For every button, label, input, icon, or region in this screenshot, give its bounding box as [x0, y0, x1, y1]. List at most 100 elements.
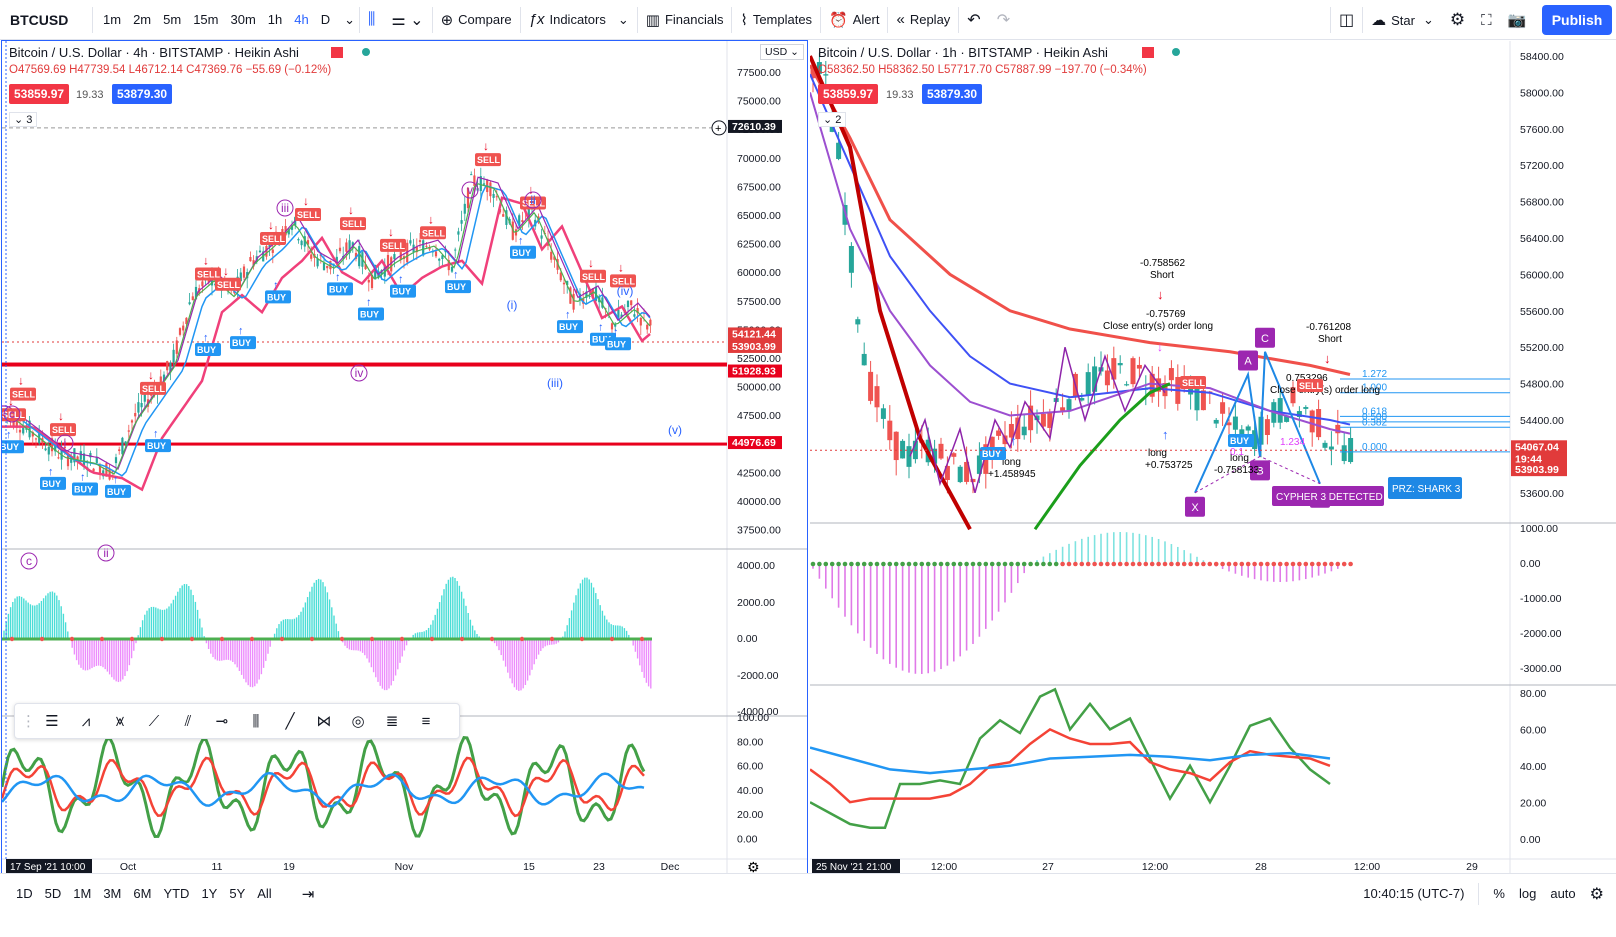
undo-button[interactable]: ↶ — [967, 11, 981, 29]
candle-body — [880, 408, 886, 419]
left-ask-badge[interactable]: 53879.30 — [112, 84, 173, 104]
range-5y[interactable]: 5Y — [229, 886, 246, 901]
candle-body — [989, 436, 995, 455]
wave-label: iii — [281, 201, 289, 215]
publish-button[interactable]: Publish — [1542, 5, 1612, 35]
candle-body — [964, 461, 970, 482]
macd-signal-dot — [1239, 561, 1245, 567]
right-indicators-toggle[interactable]: ⌄ 2 — [818, 112, 847, 127]
interval-D[interactable]: D — [320, 12, 331, 27]
interval-2m[interactable]: 2m — [133, 12, 152, 27]
range-ytd[interactable]: YTD — [163, 886, 190, 901]
horizontal-lines-tool-icon[interactable]: ☰ — [45, 713, 59, 730]
bars-pattern-tool-icon[interactable]: ⫼ — [252, 712, 260, 730]
candle-body — [108, 468, 111, 480]
up-arrow-icon: ↑ — [1010, 433, 1017, 448]
up-arrow-icon: ↑ — [238, 325, 244, 337]
templates-icon: ⌇ — [740, 11, 748, 29]
scale-settings-icon[interactable]: ⚙ — [1589, 885, 1604, 903]
symbol-search[interactable]: BTCUSD — [10, 11, 69, 28]
alert-button[interactable]: ⏰ Alert — [829, 11, 880, 29]
range-all[interactable]: All — [257, 886, 272, 901]
range-1y[interactable]: 1Y — [201, 886, 218, 901]
settings-gear-icon[interactable]: ⚙ — [1449, 10, 1466, 29]
layout-icon[interactable]: ◫ — [1339, 12, 1355, 29]
wave-count-tool-icon[interactable]: ⩙ — [115, 712, 125, 730]
interval-4h[interactable]: 4h — [294, 12, 309, 27]
fullscreen-icon[interactable]: ⛶ — [1481, 11, 1492, 29]
right-bid-badge[interactable]: 53859.97 — [818, 84, 879, 104]
xabcd-pattern-tool-icon[interactable]: ⋈ — [316, 713, 332, 730]
candle-body — [140, 403, 143, 408]
layout-save-button[interactable]: ☁ Star ⌄ — [1371, 12, 1434, 29]
left-indicators-toggle[interactable]: ⌄ 3 — [9, 112, 38, 127]
trade-value: -0.758562 — [1140, 258, 1185, 269]
camera-icon[interactable]: 📷 — [1507, 12, 1527, 29]
left-chart-canvas[interactable]: 77500.0075000.0072500.0070000.0067500.00… — [2, 41, 807, 873]
right-chart-canvas[interactable]: 58400.00 58000.00 57600.00 57200.00 56800.00… — [810, 41, 1616, 873]
buy-signal — [358, 307, 384, 321]
macd-signal-dot — [1284, 561, 1289, 567]
range-1d[interactable]: 1D — [16, 886, 33, 901]
macd-signal-dot — [989, 561, 995, 567]
parallel-channel-tool-icon[interactable]: ⫽ — [184, 712, 192, 730]
clock-display[interactable]: 10:40:15 (UTC-7) — [1363, 886, 1465, 901]
templates-button[interactable]: ⌇ Templates — [740, 11, 813, 29]
candle-body — [1124, 384, 1130, 386]
candle-body — [290, 225, 294, 230]
candle-body — [191, 296, 194, 301]
macd-signal-dot — [1271, 561, 1277, 567]
horizontal-ray-tool-icon[interactable]: ⊸ — [215, 713, 229, 730]
up-arrow-icon: ↑ — [1162, 427, 1169, 442]
range-6m[interactable]: 6M — [133, 886, 152, 901]
log-scale-toggle[interactable]: log — [1518, 886, 1537, 901]
fib-channel-tool-icon[interactable]: ≡ — [421, 712, 431, 730]
drag-handle-icon[interactable]: ⋮ — [21, 713, 36, 730]
interval-30m[interactable]: 30m — [230, 12, 256, 27]
financials-button[interactable]: ▥ Financials — [645, 11, 724, 29]
candle-body — [322, 262, 326, 271]
range-1m[interactable]: 1M — [73, 886, 92, 901]
interval-15m[interactable]: 15m — [193, 12, 219, 27]
replay-button[interactable]: «Replay — [896, 11, 951, 28]
range-5d[interactable]: 5D — [44, 886, 62, 901]
ema-slow-line — [2, 196, 651, 492]
candle-style-icon[interactable]: ⚌ ⌄ — [391, 11, 424, 29]
redo-button[interactable]: ↷ — [996, 11, 1011, 29]
sell-signal — [475, 153, 501, 167]
interval-5m[interactable]: 5m — [163, 12, 182, 27]
flag-icon[interactable] — [331, 47, 343, 58]
left-bid-badge[interactable]: 53859.97 — [9, 84, 70, 104]
trend-line-tool-icon[interactable]: ╱ — [285, 713, 295, 730]
interval-1h[interactable]: 1h — [267, 12, 283, 27]
macd-signal-dot — [925, 561, 931, 567]
alarm-clock-icon: ⏰ — [829, 11, 848, 29]
harmonic-pattern-dotted — [1194, 455, 1321, 494]
compare-button[interactable]: ⊕ Compare — [440, 11, 512, 29]
bar-style-icon[interactable]: ⫼ — [368, 10, 376, 28]
currency-selector[interactable]: USD ⌄ — [760, 44, 804, 60]
indicators-button[interactable]: ƒx Indicators ⌄ — [528, 11, 629, 28]
interval-1m[interactable]: 1m — [103, 12, 122, 27]
percent-scale-toggle[interactable]: % — [1493, 886, 1505, 901]
auto-scale-toggle[interactable]: auto — [1550, 886, 1576, 901]
buy-signal — [445, 280, 471, 294]
macd-signal-dot — [1079, 561, 1085, 567]
candle-body — [82, 453, 86, 468]
path-tool-icon[interactable]: ⟋ — [148, 712, 160, 730]
range-3m[interactable]: 3M — [103, 886, 122, 901]
sell-signal — [1180, 376, 1206, 389]
fib-circle-tool-icon[interactable]: ◎ — [351, 713, 365, 730]
fib-levels-tool-icon[interactable]: ≣ — [385, 713, 399, 730]
macd-signal-dot — [1149, 561, 1155, 567]
support-line — [2, 362, 727, 367]
abc-pattern-tool-icon[interactable]: ⩘ — [81, 712, 91, 730]
rsi-tick: 60.00 — [737, 761, 763, 773]
interval-dropdown-icon[interactable]: ⌄ — [344, 11, 356, 27]
buy-signal-label: BUY — [329, 284, 348, 294]
flag-icon[interactable] — [1142, 47, 1154, 58]
candle-body — [335, 256, 338, 263]
date-range-calendar-icon[interactable]: ⇥ — [301, 885, 315, 903]
candle-body — [450, 266, 454, 272]
right-ask-badge[interactable]: 53879.30 — [922, 84, 983, 104]
